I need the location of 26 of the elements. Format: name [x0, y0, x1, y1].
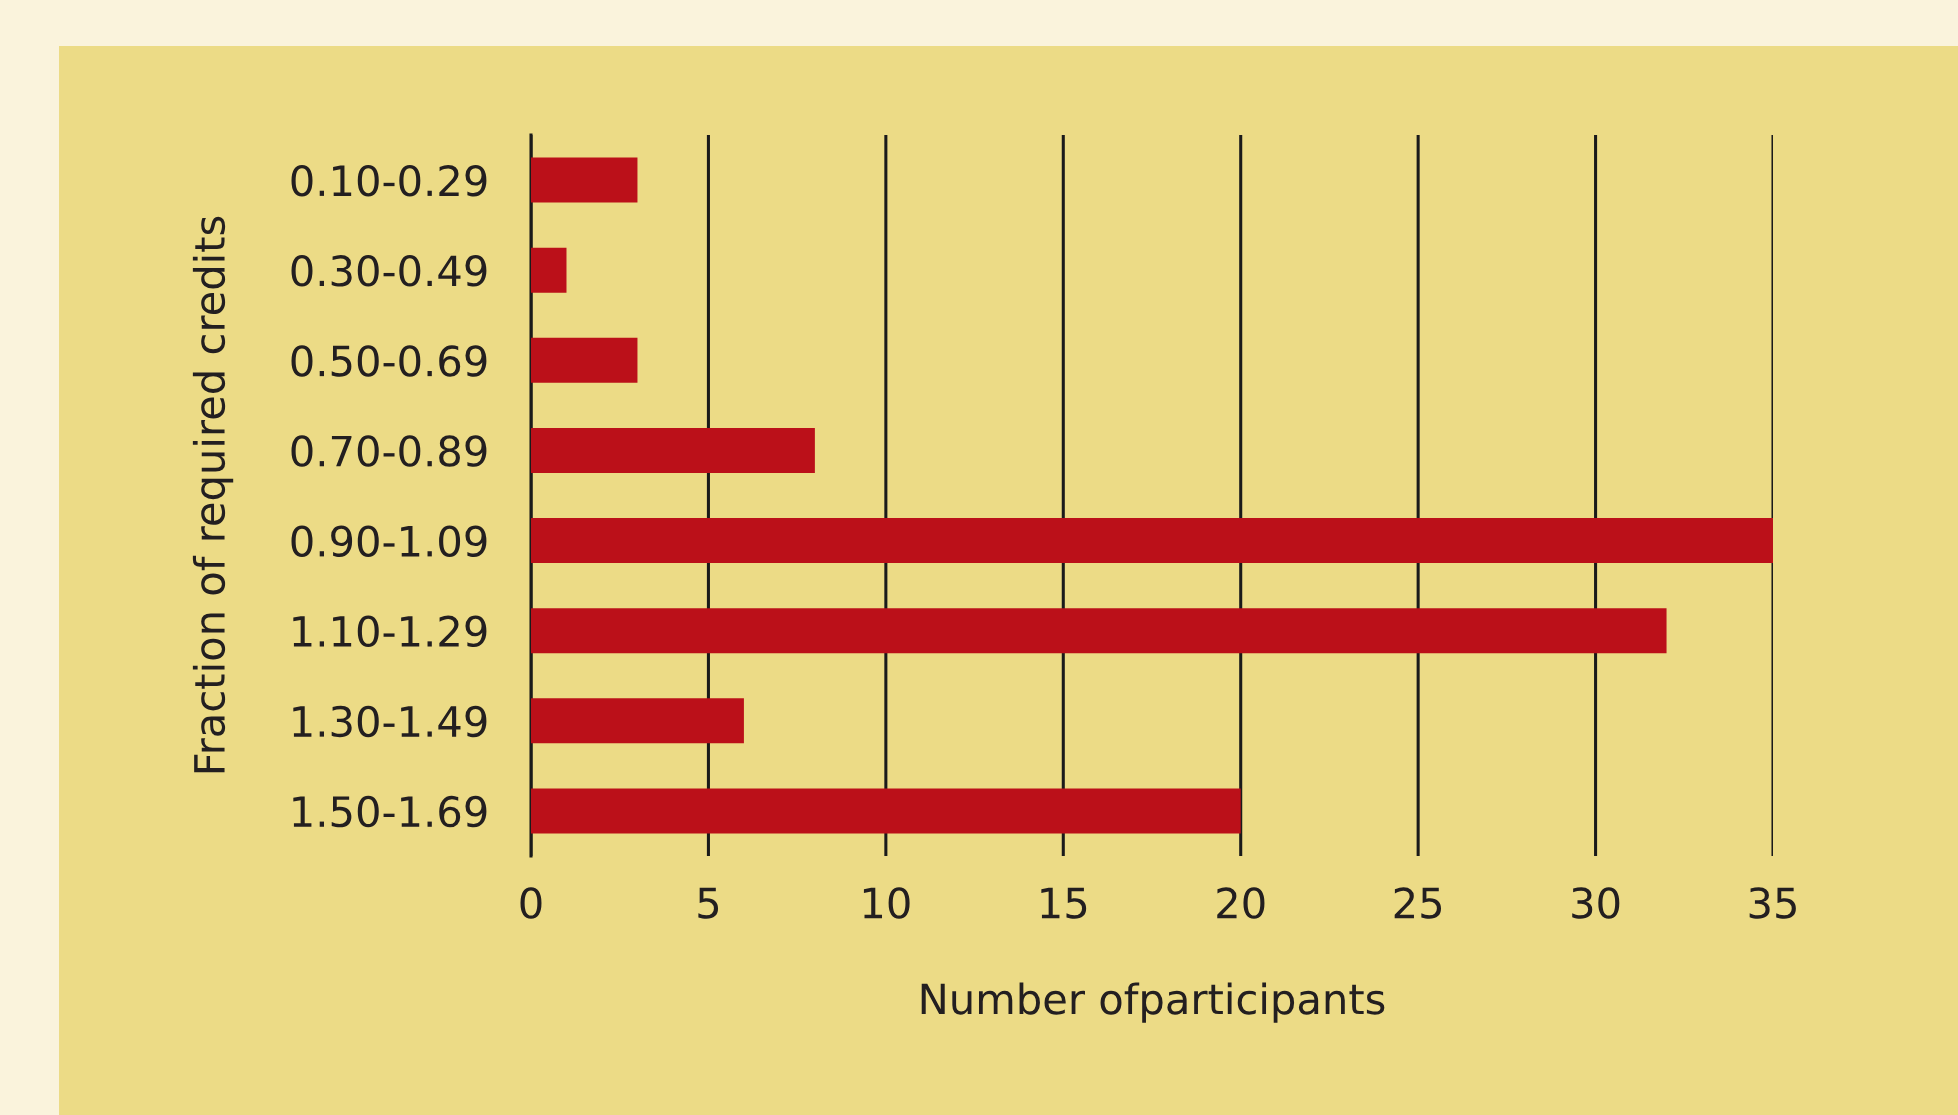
y-tick-label: 0.30-0.49 — [291, 255, 487, 287]
bar — [531, 427, 815, 473]
x-tick-label: 10 — [863, 887, 910, 919]
x-axis-title: Number ofparticipants — [921, 982, 1385, 1023]
bar — [531, 337, 638, 383]
bar — [531, 698, 744, 744]
x-tick-label: 20 — [1217, 887, 1265, 919]
x-tick-label: 0 — [520, 887, 542, 919]
bar — [531, 518, 1773, 564]
bar — [531, 788, 1241, 834]
bar — [531, 157, 638, 203]
y-tick-label: 1.10-1.29 — [293, 615, 487, 648]
x-tick-label: 5 — [698, 887, 719, 919]
bar — [531, 608, 1667, 654]
x-tick-label: 15 — [1041, 887, 1087, 919]
x-tick-label: 35 — [1749, 887, 1796, 919]
x-tick-label: 25 — [1394, 887, 1442, 919]
x-tick-label: 30 — [1572, 887, 1620, 919]
y-tick-label: 1.50-1.69 — [293, 795, 487, 828]
y-tick-label: 0.50-0.69 — [291, 345, 487, 377]
y-tick-label: 0.70-0.89 — [291, 435, 487, 467]
y-tick-label: 1.30-1.49 — [293, 705, 487, 738]
bar — [531, 247, 567, 293]
y-tick-label: 0.90-1.09 — [291, 525, 487, 557]
y-tick-label: 0.10-0.29 — [291, 164, 487, 197]
y-axis-title: Fraction of required credits — [192, 216, 234, 773]
